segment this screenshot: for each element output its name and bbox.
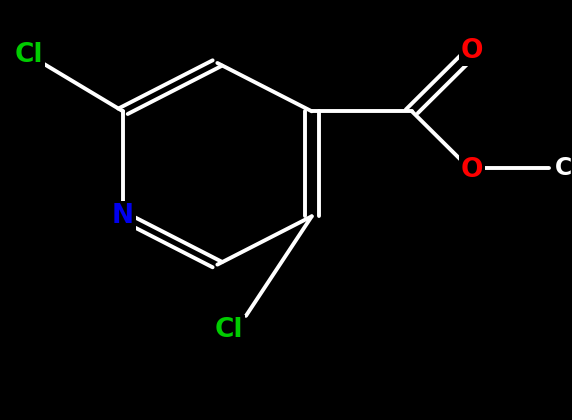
Text: Cl: Cl (14, 42, 43, 68)
Text: Cl: Cl (214, 317, 243, 343)
Text: CH₃: CH₃ (555, 156, 572, 180)
Text: N: N (112, 203, 134, 229)
Text: O: O (460, 157, 483, 183)
Text: O: O (460, 38, 483, 64)
